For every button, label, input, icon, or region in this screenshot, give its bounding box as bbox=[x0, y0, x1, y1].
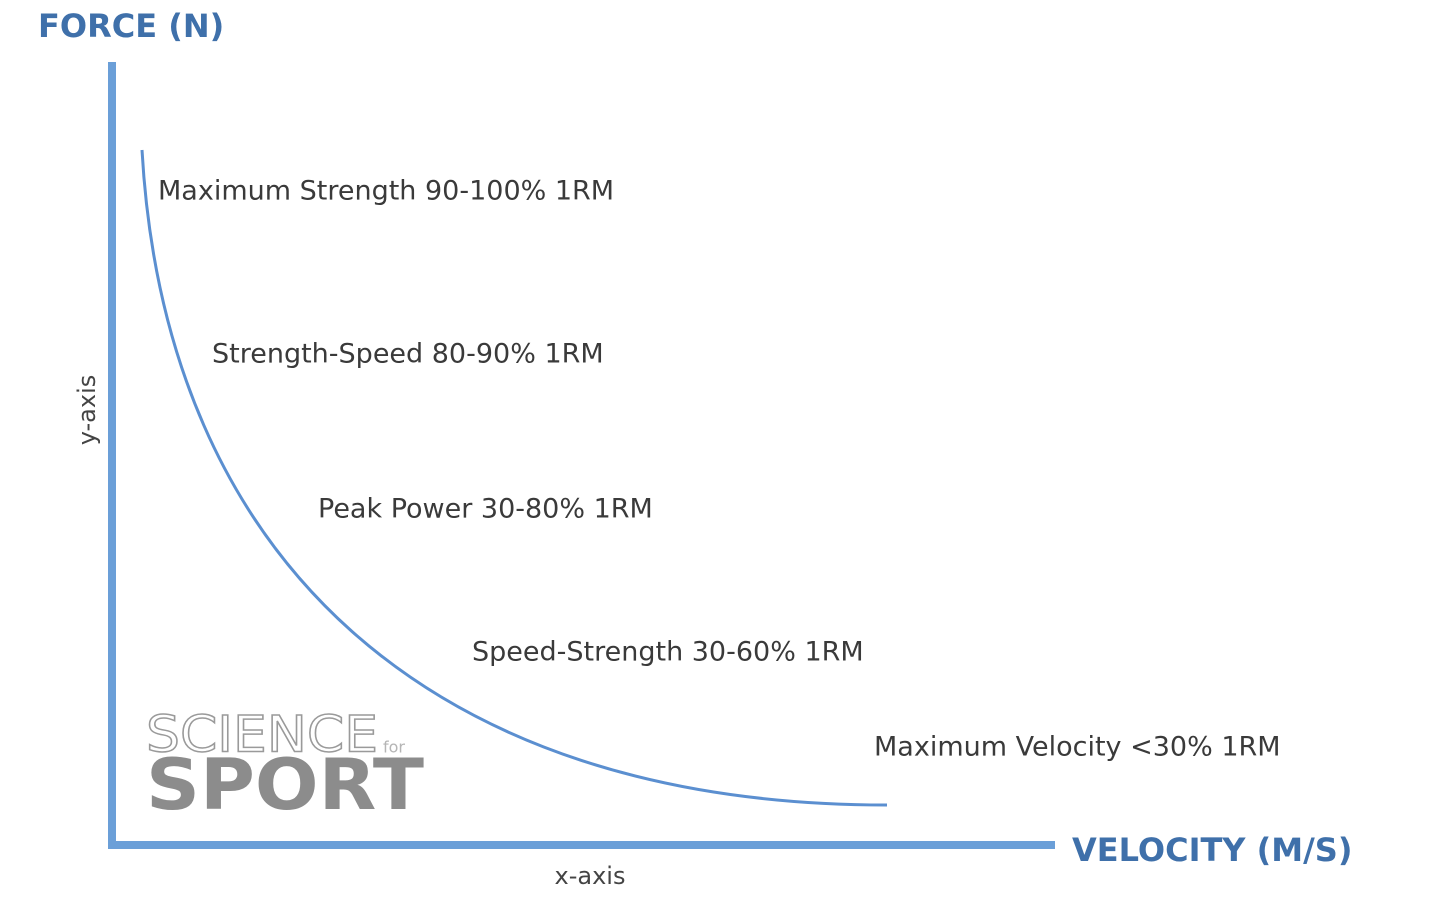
zone-label: Speed-Strength 30-60% 1RM bbox=[472, 637, 864, 668]
zone-label: Peak Power 30-80% 1RM bbox=[318, 494, 653, 525]
x-axis-title: VELOCITY (M/S) bbox=[1072, 831, 1352, 869]
logo-line1: SCIENCE bbox=[146, 706, 378, 764]
x-axis-label: x-axis bbox=[555, 862, 626, 890]
force-velocity-curve bbox=[140, 149, 888, 807]
logo-small: for bbox=[383, 738, 405, 757]
zone-label: Maximum Strength 90-100% 1RM bbox=[158, 176, 614, 207]
logo: SCIENCE for SPORT bbox=[145, 705, 424, 826]
y-axis-label: y-axis bbox=[73, 375, 101, 446]
zone-label: Maximum Velocity <30% 1RM bbox=[874, 732, 1281, 763]
zone-label: Strength-Speed 80-90% 1RM bbox=[212, 339, 604, 370]
y-axis-title: FORCE (N) bbox=[38, 7, 224, 45]
logo-line2: SPORT bbox=[146, 744, 424, 826]
